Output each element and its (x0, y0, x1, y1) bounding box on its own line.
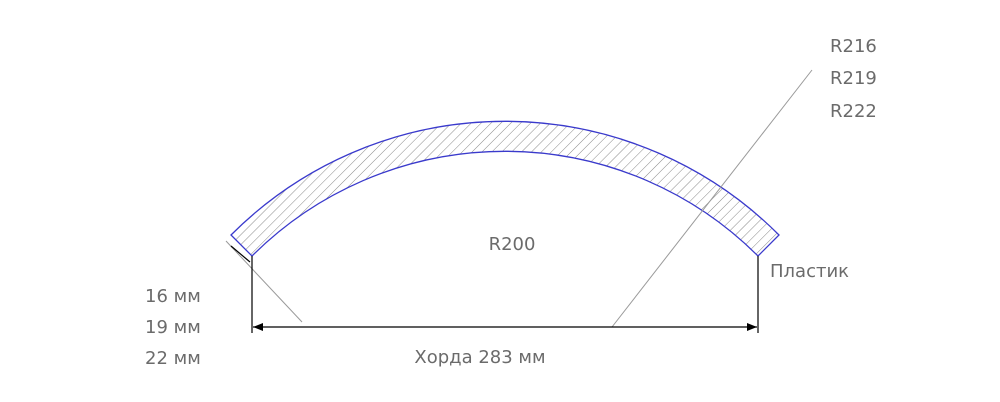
radius-leader (611, 69, 813, 328)
thickness-label: 16 мм (145, 286, 201, 307)
chord-label: Хорда 283 мм (414, 347, 545, 368)
material-label: Пластик (770, 261, 849, 282)
inner-radius-label: R200 (489, 234, 536, 255)
thickness-dim (230, 245, 251, 263)
radius-label: R219 (830, 68, 877, 89)
thickness-leader (225, 240, 303, 323)
radius-label: R216 (830, 36, 877, 57)
thickness-label: 22 мм (145, 348, 201, 369)
thickness-label: 19 мм (145, 317, 201, 338)
radius-label: R222 (830, 101, 877, 122)
arc-band (230, 120, 780, 257)
